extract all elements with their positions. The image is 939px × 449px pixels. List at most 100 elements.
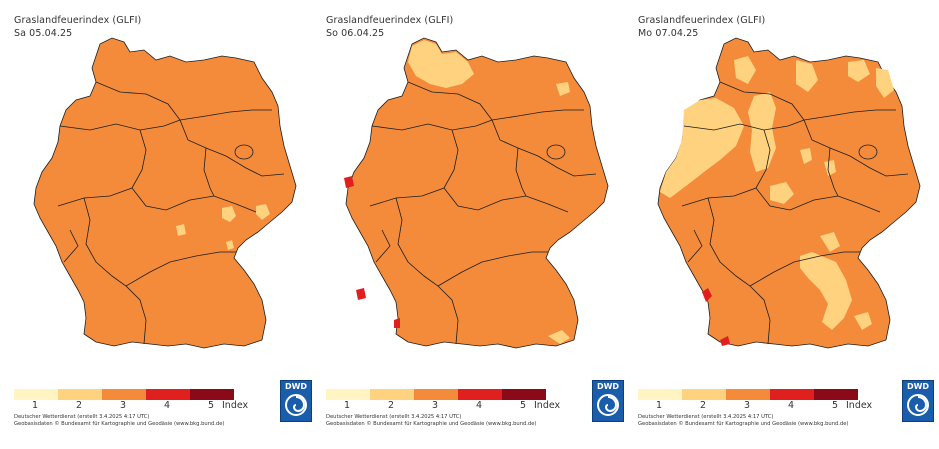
panel-title-text: Graslandfeuerindex (GLFI) (638, 15, 766, 26)
dwd-swirl-icon (285, 394, 307, 416)
level4-area (344, 176, 354, 188)
level2-area (770, 182, 794, 204)
level2-area (256, 204, 270, 220)
state-border (95, 81, 181, 121)
level2-area (176, 224, 186, 236)
legend-labels: 1 2 3 4 5 Index (14, 400, 274, 412)
credit-line-1: Deutscher Wetterdienst (erstellt 3.4.202… (638, 414, 774, 420)
legend-color-bar (14, 389, 234, 400)
level2-area (876, 68, 894, 98)
state-border (719, 81, 805, 121)
legend-unit: Index (534, 400, 561, 411)
state-border (203, 147, 215, 197)
panel-title: Graslandfeuerindex (GLFI) So 06.04.25 (326, 14, 453, 40)
state-border (395, 197, 459, 345)
level2-area (820, 232, 840, 252)
level4-area (720, 336, 730, 346)
germany-map (657, 37, 921, 349)
legend-group-2: 1 2 3 4 5 Index Deutscher Wetterdienst (… (326, 0, 626, 449)
level2-area (824, 160, 836, 176)
legend-label: 1 (32, 400, 39, 411)
level2-area (556, 82, 570, 96)
state-border (125, 251, 236, 287)
state-border (83, 197, 147, 345)
germany-shape (33, 37, 297, 349)
panel-date: Mo 07.04.25 (638, 28, 699, 39)
level2-area (548, 330, 570, 344)
state-border (687, 229, 703, 263)
credit-line-1: Deutscher Wetterdienst (erstellt 3.4.202… (326, 414, 462, 420)
level4-area (702, 288, 712, 302)
state-border (515, 147, 527, 197)
credit-line-2: Geobasisdaten © Bundesamt für Kartograph… (326, 421, 537, 427)
credit-line-1: Deutscher Wetterdienst (erstellt 3.4.202… (14, 414, 150, 420)
level2-area (226, 240, 234, 250)
state-border (755, 187, 881, 213)
legend-label: 3 (432, 400, 439, 411)
berlin-border (234, 144, 254, 160)
legend-unit: Index (222, 400, 249, 411)
state-border (683, 109, 896, 131)
credit-line-2: Geobasisdaten © Bundesamt für Kartograph… (638, 421, 849, 427)
legend-label: 2 (700, 400, 707, 411)
legend-color-bar (638, 389, 858, 400)
level2-area (734, 56, 756, 84)
dwd-swirl-icon (597, 394, 619, 416)
state-border (407, 81, 493, 121)
level2-area (854, 312, 872, 330)
state-border (443, 187, 569, 213)
legend-label: 3 (120, 400, 127, 411)
level2-area (748, 92, 776, 172)
level2-area (800, 252, 852, 330)
legend-group-1: 1 2 3 4 5 Index Deutscher Wetterdienst (… (14, 0, 314, 449)
legend-label: 5 (832, 400, 839, 411)
legend-labels: 1 2 3 4 5 Index (326, 400, 586, 412)
dwd-logo-text: DWD (596, 382, 620, 391)
dwd-logo-text: DWD (284, 382, 308, 391)
level2-area (796, 60, 818, 92)
level2-area (660, 98, 744, 198)
germany-map (344, 37, 609, 349)
state-border (59, 109, 272, 131)
level2-area (848, 60, 870, 82)
credit-line-2: Geobasisdaten © Bundesamt für Kartograph… (14, 421, 225, 427)
dwd-logo: DWD (280, 380, 312, 422)
forecast-panel-day3: Graslandfeuerindex (GLFI) Mo 07.04.25 (624, 0, 934, 449)
state-border (827, 147, 839, 197)
state-border (179, 119, 285, 177)
legend-color-bar (326, 389, 546, 400)
legend-label: 4 (164, 400, 171, 411)
state-border (437, 251, 548, 287)
state-border (707, 197, 771, 345)
germany-shape (345, 37, 609, 349)
legend-label: 4 (788, 400, 795, 411)
legend-label: 1 (656, 400, 663, 411)
germany-map (33, 37, 297, 349)
legend-label: 5 (520, 400, 527, 411)
state-border (749, 251, 860, 287)
berlin-border (546, 144, 566, 160)
state-border (803, 119, 909, 177)
dwd-logo: DWD (592, 380, 624, 422)
legend-label: 1 (344, 400, 351, 411)
level2-area (408, 40, 474, 88)
forecast-panel-day1: Graslandfeuerindex (GLFI) Sa 05.04.25 (0, 0, 310, 449)
legend-group-3: 1 2 3 4 5 Index Deutscher Wetterdienst (… (638, 0, 938, 449)
legend-label: 2 (388, 400, 395, 411)
state-border (371, 109, 584, 131)
state-border (375, 229, 391, 263)
legend-label: 3 (744, 400, 751, 411)
panel-title: Graslandfeuerindex (GLFI) Sa 05.04.25 (14, 14, 141, 40)
dwd-swirl-icon (907, 394, 929, 416)
panel-title-text: Graslandfeuerindex (GLFI) (14, 15, 142, 26)
level2-area (800, 148, 812, 164)
level4-area (394, 318, 400, 328)
state-border (491, 119, 597, 177)
berlin-border (858, 144, 878, 160)
panel-date: So 06.04.25 (326, 28, 385, 39)
legend-unit: Index (846, 400, 873, 411)
dwd-logo-text: DWD (906, 382, 930, 391)
panel-title-text: Graslandfeuerindex (GLFI) (326, 15, 454, 26)
level4-area (356, 288, 366, 300)
panel-date: Sa 05.04.25 (14, 28, 73, 39)
